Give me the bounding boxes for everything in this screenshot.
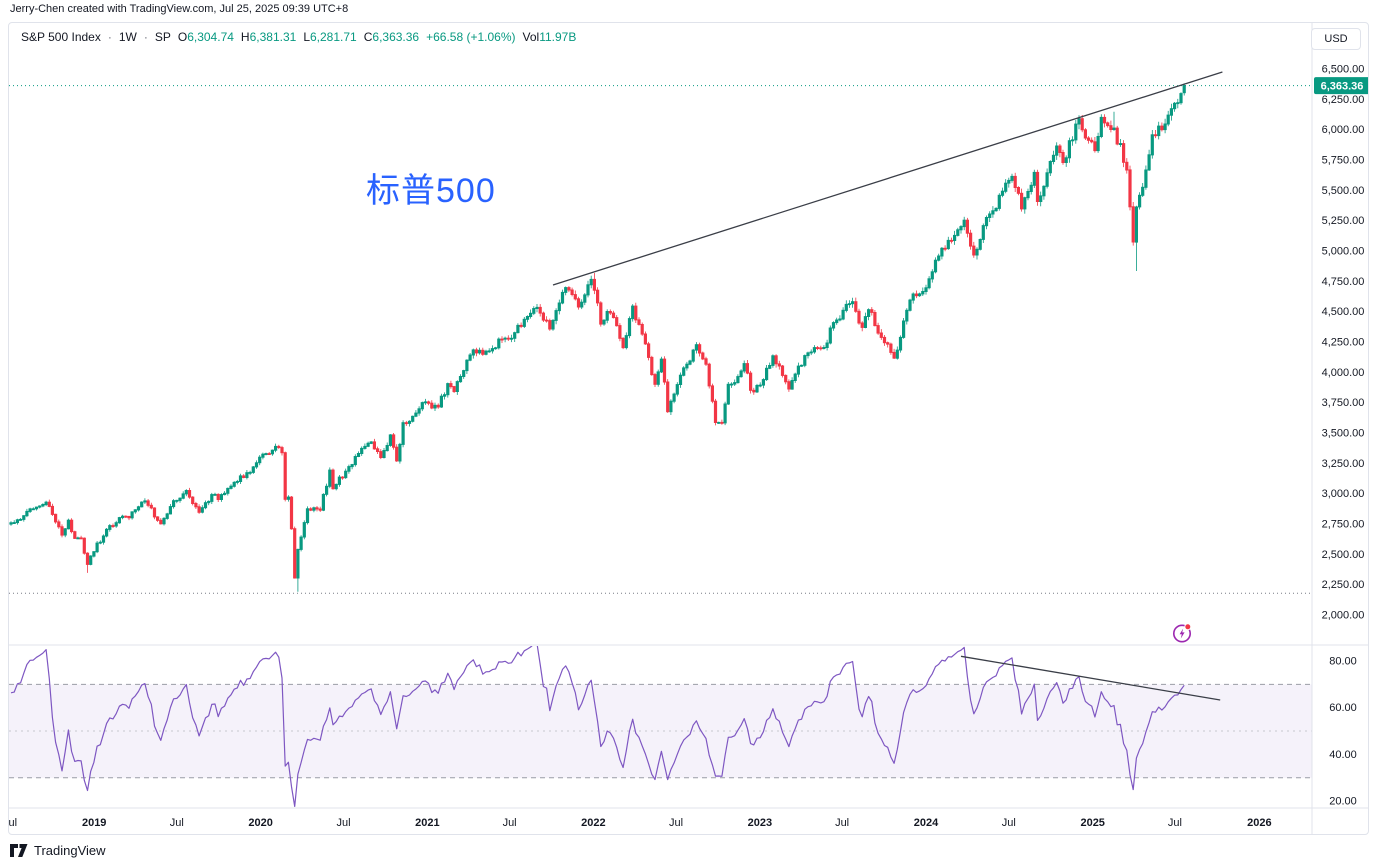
ohlc-close: C6,363.36 xyxy=(363,30,420,44)
currency-button[interactable]: USD xyxy=(1311,28,1361,50)
svg-text:4,750.00: 4,750.00 xyxy=(1322,276,1365,288)
lightning-alert-icon[interactable] xyxy=(1171,622,1193,644)
svg-text:3,250.00: 3,250.00 xyxy=(1322,458,1365,470)
svg-text:2025: 2025 xyxy=(1080,817,1104,829)
svg-text:Jul: Jul xyxy=(669,817,683,829)
svg-text:Jul: Jul xyxy=(9,817,17,829)
svg-text:3,000.00: 3,000.00 xyxy=(1322,488,1365,500)
svg-text:3,500.00: 3,500.00 xyxy=(1322,428,1365,440)
svg-text:Jul: Jul xyxy=(1168,817,1182,829)
svg-text:Jul: Jul xyxy=(1002,817,1016,829)
svg-text:Jul: Jul xyxy=(336,817,350,829)
svg-text:6,500.00: 6,500.00 xyxy=(1322,64,1365,76)
svg-text:5,500.00: 5,500.00 xyxy=(1322,185,1365,197)
svg-text:5,000.00: 5,000.00 xyxy=(1322,246,1365,258)
svg-text:80.00: 80.00 xyxy=(1329,656,1357,668)
tradingview-footer: TradingView xyxy=(10,843,106,858)
svg-text:2022: 2022 xyxy=(581,817,605,829)
svg-text:4,000.00: 4,000.00 xyxy=(1322,367,1365,379)
svg-text:6,000.00: 6,000.00 xyxy=(1322,124,1365,136)
svg-text:2,500.00: 2,500.00 xyxy=(1322,549,1365,561)
exchange-label: SP xyxy=(154,30,171,44)
chart-widget: 6,500.00 6,250.00 6,000.00 5,750.00 5,500.00… xyxy=(8,22,1369,835)
svg-text:2024: 2024 xyxy=(914,817,939,829)
ohlc-open: O6,304.74 xyxy=(177,30,234,44)
svg-text:2021: 2021 xyxy=(415,817,439,829)
svg-text:20.00: 20.00 xyxy=(1329,796,1357,808)
svg-text:Jul: Jul xyxy=(503,817,517,829)
svg-text:2026: 2026 xyxy=(1247,817,1271,829)
svg-text:4,500.00: 4,500.00 xyxy=(1322,306,1365,318)
legend-separator: · xyxy=(107,30,112,44)
svg-text:60.00: 60.00 xyxy=(1329,702,1357,714)
svg-text:6,250.00: 6,250.00 xyxy=(1322,94,1365,106)
svg-text:2,000.00: 2,000.00 xyxy=(1322,610,1365,622)
svg-text:2019: 2019 xyxy=(82,817,106,829)
ohlc-low: L6,281.71 xyxy=(303,30,357,44)
svg-text:4,250.00: 4,250.00 xyxy=(1322,337,1365,349)
ohlc-high: H6,381.31 xyxy=(240,30,297,44)
svg-text:2,750.00: 2,750.00 xyxy=(1322,519,1365,531)
svg-text:6,363.36: 6,363.36 xyxy=(1321,80,1364,92)
svg-text:Jul: Jul xyxy=(835,817,849,829)
chart-annotation-text[interactable]: 标普500 xyxy=(366,172,496,210)
svg-text:5,250.00: 5,250.00 xyxy=(1322,215,1365,227)
svg-text:2020: 2020 xyxy=(248,817,272,829)
lightning-bolt-icon xyxy=(1173,623,1192,643)
svg-text:40.00: 40.00 xyxy=(1329,749,1357,761)
symbol-title[interactable]: S&P 500 Index xyxy=(21,30,101,44)
legend-separator: · xyxy=(143,30,148,44)
tradingview-logo-icon[interactable] xyxy=(10,843,28,858)
change-value: +66.58 (+1.06%) xyxy=(426,30,516,44)
interval-label[interactable]: 1W xyxy=(118,30,137,44)
attribution-text: Jerry-Chen created with TradingView.com,… xyxy=(10,3,349,15)
svg-text:2,250.00: 2,250.00 xyxy=(1322,579,1365,591)
chart-svg[interactable]: 6,500.00 6,250.00 6,000.00 5,750.00 5,500.00… xyxy=(9,23,1368,834)
svg-text:Jul: Jul xyxy=(170,817,184,829)
svg-text:3,750.00: 3,750.00 xyxy=(1322,397,1365,409)
svg-text:5,750.00: 5,750.00 xyxy=(1322,155,1365,167)
volume-value: Vol11.97B xyxy=(522,30,577,44)
tradingview-brand-text: TradingView xyxy=(34,843,106,858)
symbol-legend: S&P 500 Index · 1W · SP O6,304.74 H6,381… xyxy=(21,30,576,44)
chart-canvas[interactable]: 6,500.00 6,250.00 6,000.00 5,750.00 5,500.00… xyxy=(9,23,1368,834)
svg-text:2023: 2023 xyxy=(748,817,772,829)
